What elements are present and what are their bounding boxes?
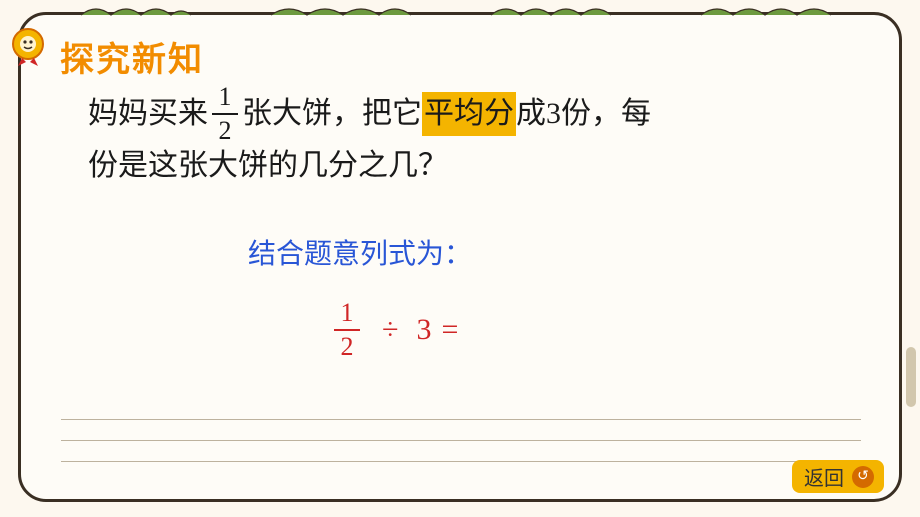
leaf-decor — [491, 5, 611, 25]
highlighted-text: 平均分 — [422, 92, 516, 136]
leaf-decor — [701, 5, 831, 25]
fraction-numerator: 1 — [219, 84, 232, 110]
problem-text: 成3份，每 — [516, 92, 651, 136]
eq-fraction: 1 2 — [334, 300, 360, 360]
leaf-decor — [81, 5, 191, 25]
divide-sign: ÷ — [382, 313, 398, 347]
return-button[interactable]: 返回 ↺ — [792, 460, 884, 493]
scroll-indicator[interactable] — [906, 347, 916, 407]
problem-text: 张大饼，把它 — [242, 92, 422, 136]
hint-text: 结合题意列式为： — [248, 232, 472, 272]
return-button-label: 返回 — [804, 462, 844, 491]
problem-text-line2: 份是这张大饼的几分之几？ — [88, 144, 848, 188]
eq-denominator: 2 — [341, 334, 354, 360]
section-title: 探究新知 — [60, 32, 204, 81]
leaf-decor — [271, 5, 411, 25]
fraction-denominator: 2 — [219, 118, 232, 144]
return-icon: ↺ — [852, 466, 874, 488]
problem-text: 妈妈买来 — [88, 92, 208, 136]
problem-statement: 妈妈买来 1 2 张大饼，把它 平均分 成3份，每 份是这张大饼的几分之几？ — [88, 84, 848, 188]
eq-numerator: 1 — [341, 300, 354, 326]
fraction-bar — [212, 113, 238, 115]
baseline-rules — [61, 399, 861, 465]
eq-right-operand: 3 — [416, 313, 431, 347]
section-title-text: 探究新知 — [60, 32, 204, 81]
equals-sign: = — [441, 313, 458, 347]
medallion-icon — [6, 24, 50, 68]
equation: 1 2 ÷ 3 = — [330, 300, 458, 360]
eq-fraction-bar — [334, 329, 360, 331]
fraction: 1 2 — [212, 84, 238, 144]
